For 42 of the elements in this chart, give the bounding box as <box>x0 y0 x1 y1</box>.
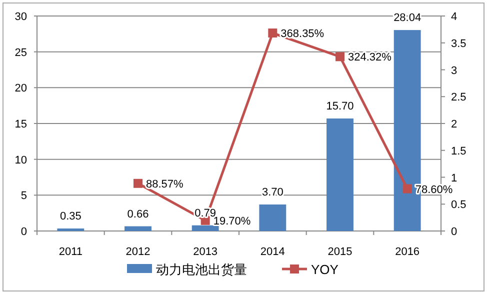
data-label: 368.35% <box>280 28 324 40</box>
data-label: 15.70 <box>326 100 354 112</box>
legend-label: YOY <box>311 262 339 277</box>
data-label: 88.57% <box>146 178 184 190</box>
data-label: 19.70% <box>213 215 251 228</box>
data-label: 28.04 <box>394 12 422 24</box>
y2-tick-label: 0 <box>451 226 458 238</box>
bar <box>124 226 152 231</box>
y2-tick-label: 3.5 <box>451 38 466 50</box>
y-tick-label: 5 <box>20 190 27 202</box>
bar <box>259 204 286 231</box>
data-label: 0.66 <box>127 208 149 220</box>
y-tick-label: 10 <box>14 154 27 166</box>
y-tick-label: 0 <box>20 226 27 238</box>
y2-tick-label: 3 <box>451 64 458 77</box>
data-label: 324.32% <box>348 52 392 64</box>
point <box>402 184 412 194</box>
x-tick-label: 2016 <box>395 246 420 258</box>
y-tick-label: 30 <box>14 11 27 23</box>
x-tick-label: 2015 <box>328 246 352 258</box>
point <box>336 52 344 62</box>
y2-tick-label: 4 <box>451 11 458 23</box>
x-tick-label: 2014 <box>260 246 285 258</box>
y-tick-label: 25 <box>14 46 27 59</box>
y2-tick-label: 2.5 <box>451 92 466 104</box>
x-tick-label: 2012 <box>126 246 150 258</box>
point <box>134 178 142 188</box>
bar <box>326 118 354 231</box>
y2-tick-label: 2 <box>451 118 458 130</box>
point <box>268 28 278 38</box>
y2-tick-label: 1 <box>451 172 458 184</box>
x-tick-label: 2013 <box>193 246 218 258</box>
x-tick-label: 2011 <box>58 246 82 258</box>
y-tick-label: 15 <box>14 118 27 130</box>
bar <box>57 228 84 231</box>
y2-tick-label: 1.5 <box>451 145 466 158</box>
y-tick-label: 20 <box>14 82 27 95</box>
legend-label: 动力电池出货量 <box>156 262 247 277</box>
data-label: 3.70 <box>262 186 284 198</box>
y2-tick-label: 0.5 <box>451 199 466 212</box>
data-label: 0.35 <box>60 210 82 222</box>
bar <box>192 225 219 231</box>
